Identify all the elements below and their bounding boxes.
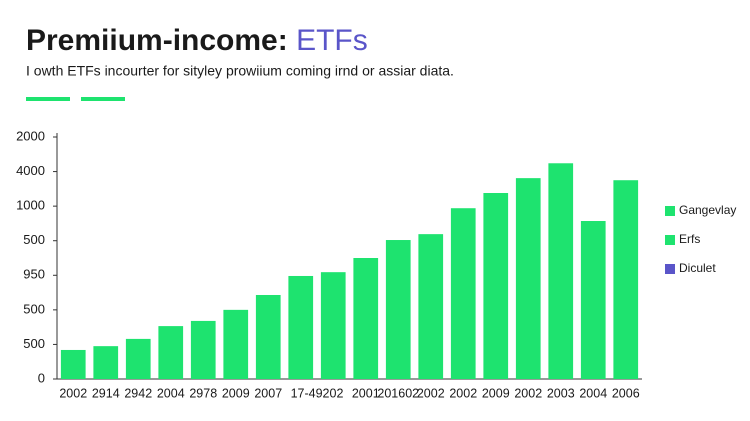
title-highlight: ETFs — [296, 24, 368, 57]
bar — [548, 163, 574, 379]
x-tick-label: 2006 — [612, 386, 640, 400]
legend-swatch — [665, 206, 675, 216]
bar — [613, 180, 639, 379]
title-main: Premiium-income: — [26, 24, 296, 57]
bar — [93, 346, 119, 379]
y-tick-label: 500 — [23, 232, 45, 247]
x-tick-label: 2942 — [124, 386, 152, 400]
x-tick-label: 2007 — [254, 386, 282, 400]
bar — [515, 178, 541, 379]
chart-subtitle: I owth ETFs incourter for sityley prowii… — [26, 63, 454, 79]
y-tick-label: 4000 — [16, 163, 45, 178]
y-tick-label: 2000 — [16, 128, 45, 143]
y-tick-label: 0 — [38, 370, 45, 385]
bar — [190, 320, 216, 379]
x-tick-label: 2978 — [189, 386, 217, 400]
x-tick-label: 2914 — [92, 386, 120, 400]
bar — [353, 258, 379, 379]
y-tick-label: 500 — [23, 301, 45, 316]
legend-label: Diculet — [679, 261, 716, 275]
x-tick-label: 2004 — [579, 386, 607, 400]
legend-swatch — [665, 235, 675, 245]
decor-dash — [81, 97, 125, 101]
bar — [483, 193, 509, 379]
bar — [580, 221, 606, 379]
bar — [125, 338, 151, 379]
x-tick-label: 2004 — [157, 386, 185, 400]
chart-title: Premiium-income: ETFs — [26, 24, 368, 57]
bar — [255, 294, 281, 379]
y-tick-label: 1000 — [16, 198, 45, 213]
decor-dash — [26, 97, 70, 101]
legend-swatch — [665, 264, 675, 274]
y-tick-label: 500 — [23, 336, 45, 351]
x-tick-label: 2009 — [222, 386, 250, 400]
bar — [288, 275, 314, 379]
bar — [418, 234, 444, 379]
x-tick-label: 2009 — [482, 386, 510, 400]
x-tick-label: 2001 — [352, 386, 380, 400]
x-tick-label: 2003 — [547, 386, 575, 400]
bar — [60, 349, 86, 379]
bar — [223, 309, 249, 379]
x-tick-label: 201602 — [377, 386, 419, 400]
x-tick-label: 2002 — [59, 386, 87, 400]
y-tick-label: 950 — [23, 267, 45, 282]
legend-label: Gangevlay — [679, 203, 736, 217]
bar — [158, 326, 184, 379]
bar — [385, 240, 411, 379]
legend-label: Erfs — [679, 232, 700, 246]
x-tick-label: 17-49202 — [291, 386, 344, 400]
bar — [320, 272, 346, 379]
x-tick-label: 2002 — [514, 386, 542, 400]
x-tick-label: 2002 — [449, 386, 477, 400]
bar — [450, 208, 476, 379]
x-tick-label: 2002 — [417, 386, 445, 400]
